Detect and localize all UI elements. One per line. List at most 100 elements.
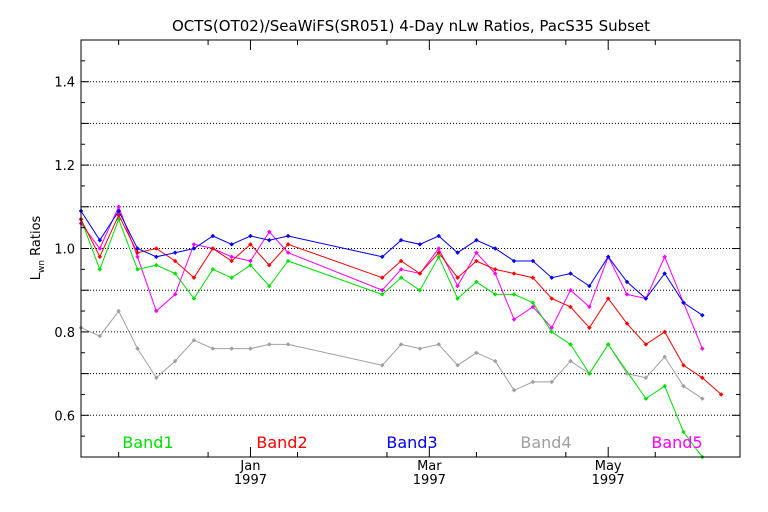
data-point bbox=[97, 237, 103, 243]
data-point bbox=[530, 304, 536, 310]
data-point bbox=[248, 346, 253, 351]
x-tick-year: 1997 bbox=[234, 473, 267, 488]
legend-band1: Band1 bbox=[122, 433, 173, 452]
y-tick-label: 1.0 bbox=[54, 243, 75, 258]
legend-band3: Band3 bbox=[386, 433, 437, 452]
data-point bbox=[116, 208, 122, 214]
data-point bbox=[266, 283, 272, 289]
data-point bbox=[511, 292, 517, 297]
data-point bbox=[135, 254, 140, 260]
data-point bbox=[587, 325, 592, 331]
data-point bbox=[97, 266, 103, 272]
data-point bbox=[624, 279, 630, 285]
data-point bbox=[172, 250, 178, 256]
data-point bbox=[436, 233, 442, 239]
y-tick-label: 0.8 bbox=[54, 326, 75, 341]
data-point bbox=[153, 262, 159, 268]
data-point bbox=[643, 375, 649, 381]
data-point bbox=[135, 250, 140, 256]
data-point bbox=[681, 362, 686, 368]
data-point bbox=[379, 362, 385, 368]
data-point bbox=[474, 350, 479, 356]
series-line bbox=[80, 205, 703, 349]
data-point bbox=[492, 246, 498, 251]
data-point bbox=[549, 275, 555, 281]
series-line bbox=[80, 310, 703, 400]
y-tick-label: 1.2 bbox=[54, 159, 75, 174]
data-point bbox=[210, 246, 216, 251]
data-point bbox=[549, 379, 555, 385]
data-point bbox=[474, 258, 479, 264]
data-point bbox=[191, 296, 197, 301]
data-point bbox=[135, 246, 140, 251]
data-point bbox=[97, 246, 103, 251]
series-band5 bbox=[78, 204, 705, 351]
data-point bbox=[511, 317, 517, 322]
axes bbox=[80, 39, 741, 458]
legend-band2: Band2 bbox=[256, 433, 307, 452]
data-point bbox=[511, 387, 517, 393]
data-point bbox=[530, 275, 536, 281]
data-point bbox=[530, 300, 536, 306]
data-point bbox=[699, 312, 705, 318]
data-point bbox=[285, 258, 291, 264]
y-axis-ticks: 0.6 0.8 1.0 1.2 1.4 bbox=[54, 76, 75, 425]
data-point bbox=[417, 287, 423, 293]
data-point bbox=[568, 304, 573, 310]
data-point bbox=[492, 358, 498, 364]
data-point bbox=[587, 371, 592, 376]
data-point bbox=[172, 271, 178, 276]
data-point bbox=[248, 241, 253, 247]
data-point bbox=[662, 271, 668, 276]
data-point bbox=[624, 321, 630, 326]
data-point bbox=[549, 296, 555, 301]
data-point bbox=[398, 275, 404, 281]
data-point bbox=[398, 258, 404, 264]
data-point bbox=[191, 241, 197, 247]
data-point bbox=[662, 254, 668, 260]
data-point bbox=[568, 358, 573, 364]
data-point bbox=[549, 329, 555, 335]
data-point bbox=[172, 292, 178, 297]
data-point bbox=[643, 342, 649, 347]
series-band4 bbox=[78, 308, 705, 401]
data-point bbox=[379, 275, 385, 281]
data-point bbox=[285, 342, 291, 347]
data-point bbox=[191, 275, 197, 281]
data-point bbox=[191, 246, 197, 251]
data-point bbox=[285, 250, 291, 256]
data-point bbox=[530, 379, 536, 385]
data-point bbox=[417, 271, 423, 276]
data-point bbox=[718, 392, 724, 397]
data-point bbox=[153, 246, 159, 251]
legend-band4: Band4 bbox=[520, 433, 571, 452]
data-point bbox=[511, 271, 517, 276]
data-point bbox=[266, 237, 272, 243]
x-tick-month: Jan bbox=[239, 459, 260, 474]
data-point bbox=[568, 271, 573, 276]
data-point bbox=[153, 375, 159, 381]
data-point bbox=[530, 258, 536, 264]
data-point bbox=[229, 241, 234, 247]
data-point bbox=[266, 229, 272, 235]
data-point bbox=[191, 337, 197, 343]
legend: Band1 Band2 Band3 Band4 Band5 bbox=[122, 433, 702, 452]
data-point bbox=[210, 346, 216, 351]
data-point bbox=[662, 354, 668, 360]
data-point bbox=[568, 342, 573, 347]
data-point bbox=[172, 358, 178, 364]
data-point bbox=[511, 258, 517, 264]
data-point bbox=[474, 279, 479, 285]
data-point bbox=[436, 250, 442, 256]
data-point bbox=[116, 204, 122, 210]
x-tick-year: 1997 bbox=[413, 473, 446, 488]
data-point bbox=[587, 283, 592, 289]
data-point bbox=[436, 342, 442, 347]
data-point bbox=[474, 237, 479, 243]
data-point bbox=[266, 342, 272, 347]
data-point bbox=[285, 241, 291, 247]
data-point bbox=[229, 275, 234, 281]
series-band2 bbox=[78, 212, 724, 397]
